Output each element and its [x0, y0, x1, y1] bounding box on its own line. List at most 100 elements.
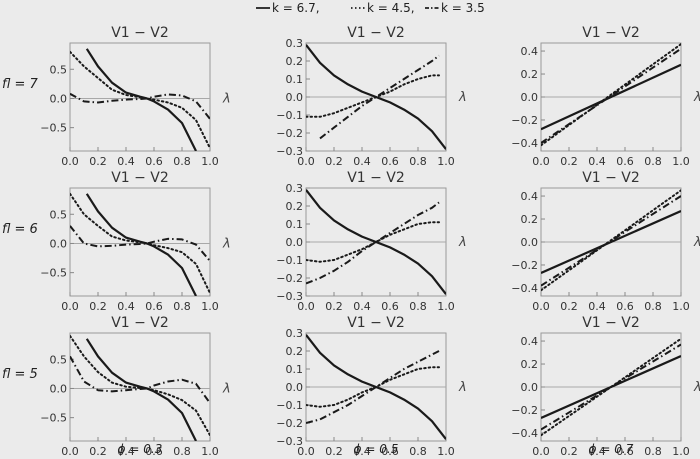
series-line-dashdot: [306, 201, 440, 285]
y-tick-label: 0.0: [521, 236, 539, 249]
y-tick-label: 0.0: [286, 381, 304, 394]
series-line-dotted: [306, 74, 440, 118]
series-group: [306, 189, 446, 295]
series-line-dotted: [541, 337, 681, 437]
panel-title: V1 − V2: [582, 315, 640, 331]
x-tick-label: 0.8: [409, 445, 427, 458]
series-line-dashdot: [541, 47, 681, 144]
panel-title: V1 − V2: [347, 315, 405, 331]
series-group: [541, 337, 681, 437]
y-tick-label: 0.0: [286, 91, 304, 104]
panel-r3-c2: V1 − V2 λ −0.3 −0.2 −0.1 0.0 0.1 0.2 0.3 0.0 0.2 0.…: [276, 315, 466, 458]
x-tick-label: 0.0: [532, 300, 550, 313]
y-tick-label: 0.4: [521, 45, 539, 58]
panel-r3-c3: V1 − V2 λ −0.4 −0.2 0.0 0.2 0.4 0.0 0.2 0.4 0.6 0.8…: [511, 315, 700, 458]
y-tick-label: 0.0: [50, 382, 68, 395]
series-group: [70, 192, 210, 296]
panel-r2-c3: V1 − V2 λ −0.4 −0.2 0.0 0.2 0.4 0.0 0.2 0.4 0.6 0.8…: [511, 170, 700, 313]
x-tick-label: 0.8: [644, 300, 662, 313]
row-label-1: fl = 7: [2, 77, 39, 92]
y-tick-label: 0.1: [286, 73, 304, 86]
x-tick-label: 0.6: [616, 300, 634, 313]
x-tick-label: 0.6: [381, 155, 399, 168]
series-group: [70, 334, 210, 441]
x-tick-label: 0.6: [381, 445, 399, 458]
row-label-3: fl = 5: [2, 367, 38, 382]
y-tick-label: 0.3: [286, 182, 304, 195]
y-tick-label: 0.0: [286, 236, 304, 249]
y-tick-label: −0.5: [40, 267, 67, 280]
legend-label: k = 6.7,: [272, 1, 320, 15]
panel-r1-c2: V1 − V2 λ −0.3 −0.2 −0.1 0.0 0.1 0.2 0.3 0.0 0.2 0.…: [276, 25, 466, 168]
panel-r1-c3: V1 − V2 λ −0.4 −0.2 0.0 0.2 0.4 0.0 0.2 0.4 0.6 0.8…: [511, 25, 700, 168]
y-tick-label: −0.2: [511, 114, 538, 127]
y-tick-label: 0.2: [521, 358, 539, 371]
x-tick-label: 0.4: [353, 155, 371, 168]
y-tick-label: −0.2: [276, 272, 303, 285]
x-tick-label: 0.0: [532, 445, 550, 458]
x-tick-label: 1.0: [672, 445, 690, 458]
x-tick-label: 0.0: [297, 300, 315, 313]
series-line-dotted: [70, 192, 210, 295]
x-tick-label: 1.0: [201, 445, 219, 458]
x-tick-label: 0.8: [409, 300, 427, 313]
legend-item-dashdot: k = 3.5: [425, 1, 485, 15]
row-label-2: fl = 6: [2, 222, 38, 237]
y-tick-label: −0.1: [276, 254, 303, 267]
series-line-dashdot: [541, 343, 681, 431]
y-tick-label: −0.1: [276, 399, 303, 412]
series-line-dashdot: [70, 355, 210, 404]
x-tick-label: 1.0: [437, 300, 455, 313]
series-group: [306, 334, 446, 440]
panel-title: V1 − V2: [347, 25, 405, 41]
panel-title: V1 − V2: [111, 25, 169, 41]
y-tick-label: 0.0: [50, 237, 68, 250]
x-tick-label: 0.2: [325, 300, 343, 313]
x-tick-label: 0.0: [297, 155, 315, 168]
y-tick-label: 0.2: [286, 200, 304, 213]
x-axis-label: λ: [693, 380, 700, 395]
x-tick-label: 0.2: [560, 155, 578, 168]
legend-label: k = 4.5,: [367, 1, 415, 15]
y-tick-label: −0.2: [511, 259, 538, 272]
y-tick-label: −0.4: [511, 137, 538, 150]
x-tick-label: 0.6: [616, 445, 634, 458]
x-tick-label: 0.2: [89, 300, 107, 313]
legend-item-dotted: k = 4.5,: [351, 1, 415, 15]
y-tick-label: −0.5: [40, 122, 67, 135]
x-tick-label: 0.4: [353, 445, 371, 458]
x-tick-label: 0.4: [588, 300, 606, 313]
x-tick-label: 1.0: [437, 445, 455, 458]
x-tick-label: 0.6: [381, 300, 399, 313]
panel-title: V1 − V2: [582, 25, 640, 41]
panel-r2-c2: V1 − V2 λ −0.3 −0.2 −0.1 0.0 0.1 0.2 0.3 0.0 0.2 0.…: [276, 170, 466, 313]
x-tick-label: 0.0: [532, 155, 550, 168]
y-tick-label: −0.4: [511, 427, 538, 440]
y-tick-label: −0.3: [276, 435, 303, 448]
column-label-2: ϕ = 0.5: [354, 442, 399, 456]
y-tick-label: 0.4: [521, 335, 539, 348]
column-labels: ϕ = 0.3 ϕ = 0.5 ϕ = 0.7: [118, 442, 634, 456]
series-line-dashdot: [70, 225, 210, 262]
x-tick-label: 0.8: [644, 155, 662, 168]
y-tick-label: −0.5: [40, 412, 67, 425]
y-tick-label: −0.1: [276, 109, 303, 122]
panel-title: V1 − V2: [347, 170, 405, 186]
series-group: [306, 44, 446, 150]
y-tick-label: −0.2: [276, 417, 303, 430]
y-tick-label: 0.2: [286, 345, 304, 358]
legend: k = 6.7, k = 4.5, k = 3.5: [256, 1, 485, 15]
x-tick-label: 1.0: [437, 155, 455, 168]
legend-item-solid: k = 6.7,: [256, 1, 320, 15]
x-tick-label: 0.2: [89, 445, 107, 458]
panel-r3-c1: V1 − V2 λ −0.5 0.0 0.5 0.0 0.2 0.4 0.6 0.8 1.0: [40, 315, 230, 458]
y-tick-label: 0.2: [521, 213, 539, 226]
x-tick-label: 0.8: [173, 155, 191, 168]
legend-label: k = 3.5: [441, 1, 485, 15]
y-tick-label: 0.0: [521, 91, 539, 104]
x-tick-label: 1.0: [672, 155, 690, 168]
panel-title: V1 − V2: [111, 315, 169, 331]
y-tick-label: 0.5: [50, 208, 68, 221]
x-tick-label: 1.0: [672, 300, 690, 313]
